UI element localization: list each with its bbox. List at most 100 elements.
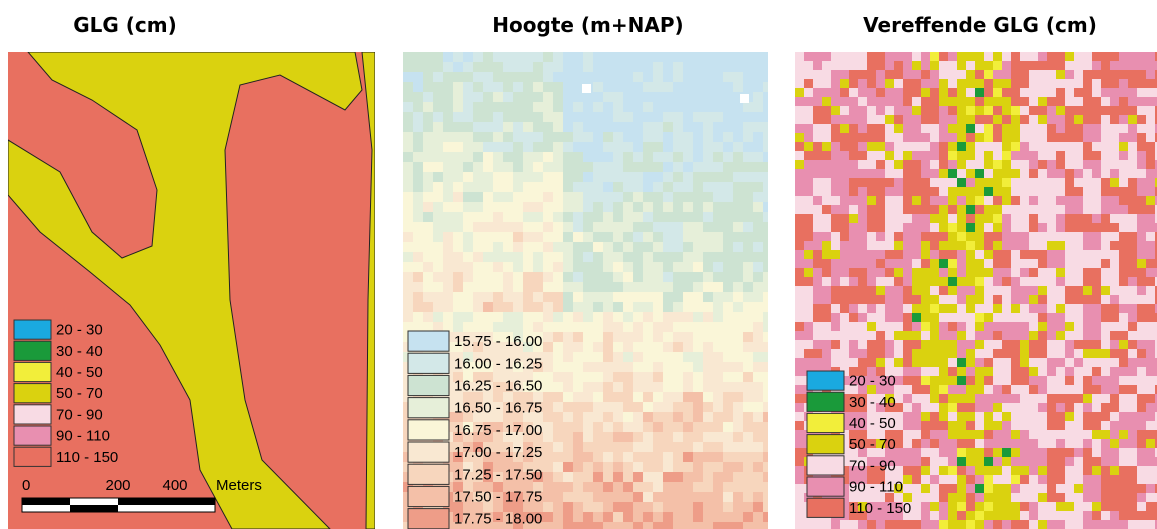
- map-pixel: [876, 169, 885, 178]
- map-pixel: [763, 242, 773, 252]
- map-pixel: [693, 252, 703, 262]
- map-pixel: [483, 52, 493, 62]
- map-pixel: [1083, 178, 1092, 187]
- map-pixel: [876, 358, 885, 367]
- map-pixel: [693, 432, 703, 442]
- map-pixel: [653, 462, 663, 472]
- map-pixel: [593, 442, 603, 452]
- map-pixel: [483, 272, 493, 282]
- map-pixel: [413, 62, 423, 72]
- map-pixel: [939, 340, 948, 349]
- map-pixel: [849, 178, 858, 187]
- map-pixel: [763, 362, 773, 372]
- map-pixel: [930, 286, 939, 295]
- map-pixel: [583, 62, 593, 72]
- map-pixel: [493, 252, 503, 262]
- map-pixel: [693, 362, 703, 372]
- map-pixel: [653, 402, 663, 412]
- map-pixel: [693, 372, 703, 382]
- map-pixel: [930, 475, 939, 484]
- map-pixel: [1137, 385, 1146, 394]
- map-pixel: [912, 61, 921, 70]
- map-pixel: [553, 92, 563, 102]
- map-pixel: [663, 342, 673, 352]
- map-pixel: [849, 277, 858, 286]
- map-pixel: [1110, 106, 1119, 115]
- map-pixel: [643, 292, 653, 302]
- map-pixel: [493, 222, 503, 232]
- map-pixel: [763, 262, 773, 272]
- map-pixel: [743, 242, 753, 252]
- map-pixel: [493, 102, 503, 112]
- map-pixel: [1110, 133, 1119, 142]
- map-pixel: [957, 160, 966, 169]
- map-pixel: [1137, 520, 1146, 529]
- map-pixel: [840, 232, 849, 241]
- map-pixel: [683, 62, 693, 72]
- map-pixel: [543, 332, 553, 342]
- map-pixel: [763, 382, 773, 392]
- map-pixel: [673, 382, 683, 392]
- legend-label: 20 - 30: [56, 322, 103, 339]
- map-pixel: [553, 292, 563, 302]
- map-pixel: [840, 313, 849, 322]
- map-pixel: [885, 223, 894, 232]
- map-pixel: [912, 484, 921, 493]
- map-pixel: [1137, 322, 1146, 331]
- map-pixel: [743, 472, 753, 482]
- map-pixel: [912, 223, 921, 232]
- map-pixel: [553, 192, 563, 202]
- map-pixel: [903, 421, 912, 430]
- map-pixel: [543, 62, 553, 72]
- map-pixel: [975, 484, 984, 493]
- map-pixel: [473, 192, 483, 202]
- map-pixel: [957, 97, 966, 106]
- map-pixel: [533, 102, 543, 112]
- map-pixel: [795, 196, 804, 205]
- map-pixel: [957, 214, 966, 223]
- map-pixel: [763, 72, 773, 82]
- map-pixel: [1146, 142, 1155, 151]
- map-pixel: [493, 262, 503, 272]
- map-pixel: [463, 272, 473, 282]
- map-pixel: [1065, 457, 1074, 466]
- map-pixel: [653, 512, 663, 522]
- map-pixel: [795, 313, 804, 322]
- map-pixel: [1146, 61, 1155, 70]
- map-pixel: [795, 520, 804, 529]
- map-pixel: [703, 102, 713, 112]
- map-pixel: [957, 331, 966, 340]
- map-pixel: [613, 482, 623, 492]
- map-pixel: [885, 268, 894, 277]
- map-pixel: [1128, 160, 1137, 169]
- map-pixel: [733, 82, 743, 92]
- map-pixel: [763, 522, 773, 529]
- map-pixel: [948, 511, 957, 520]
- map-pixel: [867, 160, 876, 169]
- map-pixel: [683, 282, 693, 292]
- map-pixel: [948, 88, 957, 97]
- map-pixel: [613, 372, 623, 382]
- map-pixel: [1020, 79, 1029, 88]
- map-pixel: [903, 403, 912, 412]
- map-pixel: [885, 241, 894, 250]
- map-pixel: [1002, 286, 1011, 295]
- map-pixel: [533, 322, 543, 332]
- map-pixel: [563, 282, 573, 292]
- map-pixel: [1065, 232, 1074, 241]
- map-pixel: [876, 232, 885, 241]
- map-pixel: [663, 402, 673, 412]
- map-pixel: [403, 292, 413, 302]
- map-pixel: [493, 202, 503, 212]
- map-pixel: [1092, 331, 1101, 340]
- map-pixel: [453, 52, 463, 62]
- map-pixel: [1065, 421, 1074, 430]
- map-pixel: [795, 475, 804, 484]
- map-pixel: [653, 422, 663, 432]
- map-pixel: [1020, 142, 1029, 151]
- map-pixel: [1146, 79, 1155, 88]
- map-pixel: [1110, 475, 1119, 484]
- map-pixel: [993, 259, 1002, 268]
- map-pixel: [1029, 151, 1038, 160]
- map-pixel: [633, 492, 643, 502]
